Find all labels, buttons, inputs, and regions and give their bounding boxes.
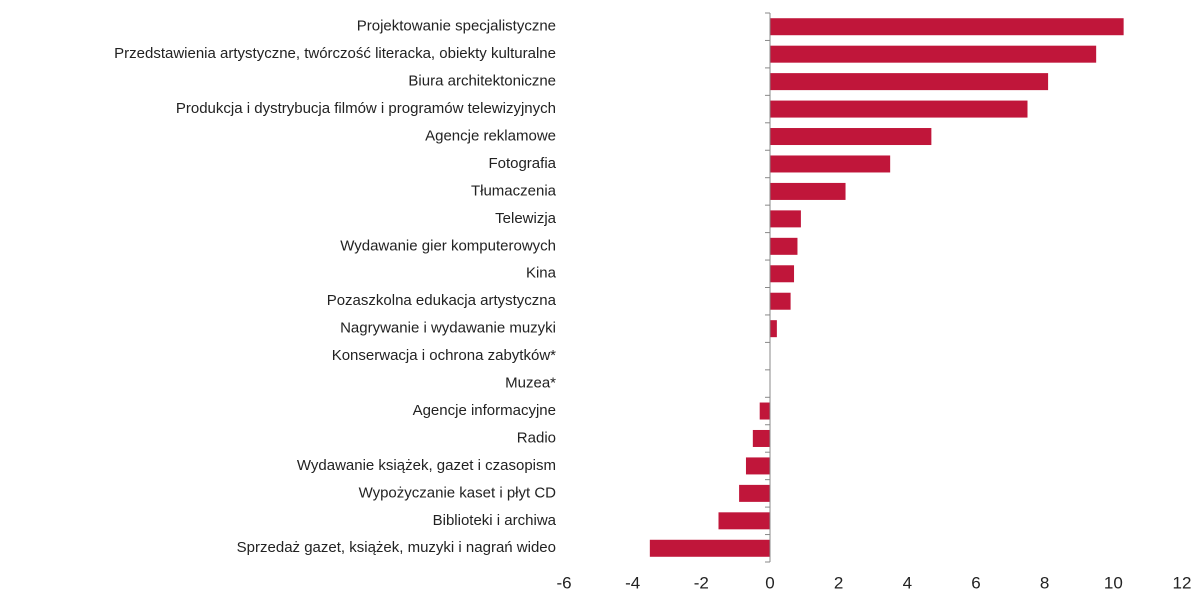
bar <box>770 265 795 283</box>
bar <box>718 512 770 530</box>
bar <box>770 18 1124 36</box>
y-tick-label: Projektowanie specjalistyczne <box>357 18 556 35</box>
y-tick-label: Telewizja <box>495 210 557 227</box>
y-tick-label: Sprzedaż gazet, książek, muzyki i nagrań… <box>237 539 556 556</box>
y-tick-label: Wydawanie książek, gazet i czasopism <box>297 457 556 474</box>
y-tick-label: Radio <box>517 429 556 446</box>
bar <box>770 292 791 310</box>
bar <box>770 100 1028 118</box>
y-tick-label: Konserwacja i ochrona zabytków* <box>332 347 556 364</box>
bar <box>759 402 770 420</box>
x-tick-label: -6 <box>556 573 571 592</box>
y-tick-label: Wypożyczanie kaset i płyt CD <box>359 484 557 501</box>
y-tick-label: Przedstawienia artystyczne, twórczość li… <box>114 45 556 62</box>
y-tick-label: Kina <box>526 265 557 282</box>
bar <box>770 128 932 146</box>
y-tick-label: Wydawanie gier komputerowych <box>340 237 556 254</box>
bar <box>770 210 801 228</box>
bar <box>770 182 846 200</box>
x-tick-label: 2 <box>834 573 843 592</box>
x-tick-label: 8 <box>1040 573 1049 592</box>
bar <box>745 457 770 475</box>
y-tick-label: Produkcja i dystrybucja filmów i program… <box>176 100 556 117</box>
x-tick-label: 12 <box>1173 573 1192 592</box>
x-tick-label: 0 <box>765 573 774 592</box>
x-tick-label: -4 <box>625 573 640 592</box>
bar <box>770 320 777 338</box>
y-tick-label: Pozaszkolna edukacja artystyczna <box>327 292 557 309</box>
y-tick-label: Agencje informacyjne <box>413 402 556 419</box>
y-tick-label: Biblioteki i archiwa <box>433 512 557 529</box>
y-tick-label: Fotografia <box>488 155 556 172</box>
bar <box>770 237 798 255</box>
bar <box>649 539 770 557</box>
y-tick-label: Biura architektoniczne <box>408 73 556 90</box>
y-tick-label: Tłumaczenia <box>471 182 557 199</box>
y-tick-label: Agencje reklamowe <box>425 127 556 144</box>
x-tick-label: -2 <box>694 573 709 592</box>
x-tick-label: 10 <box>1104 573 1123 592</box>
bar <box>770 155 891 173</box>
y-tick-label: Nagrywanie i wydawanie muzyki <box>340 320 556 337</box>
x-tick-label: 4 <box>903 573 912 592</box>
y-tick-label: Muzea* <box>505 375 556 392</box>
x-tick-label: 6 <box>971 573 980 592</box>
bar <box>752 429 770 447</box>
bar <box>770 45 1097 63</box>
bar <box>770 73 1049 91</box>
bar <box>739 484 770 502</box>
